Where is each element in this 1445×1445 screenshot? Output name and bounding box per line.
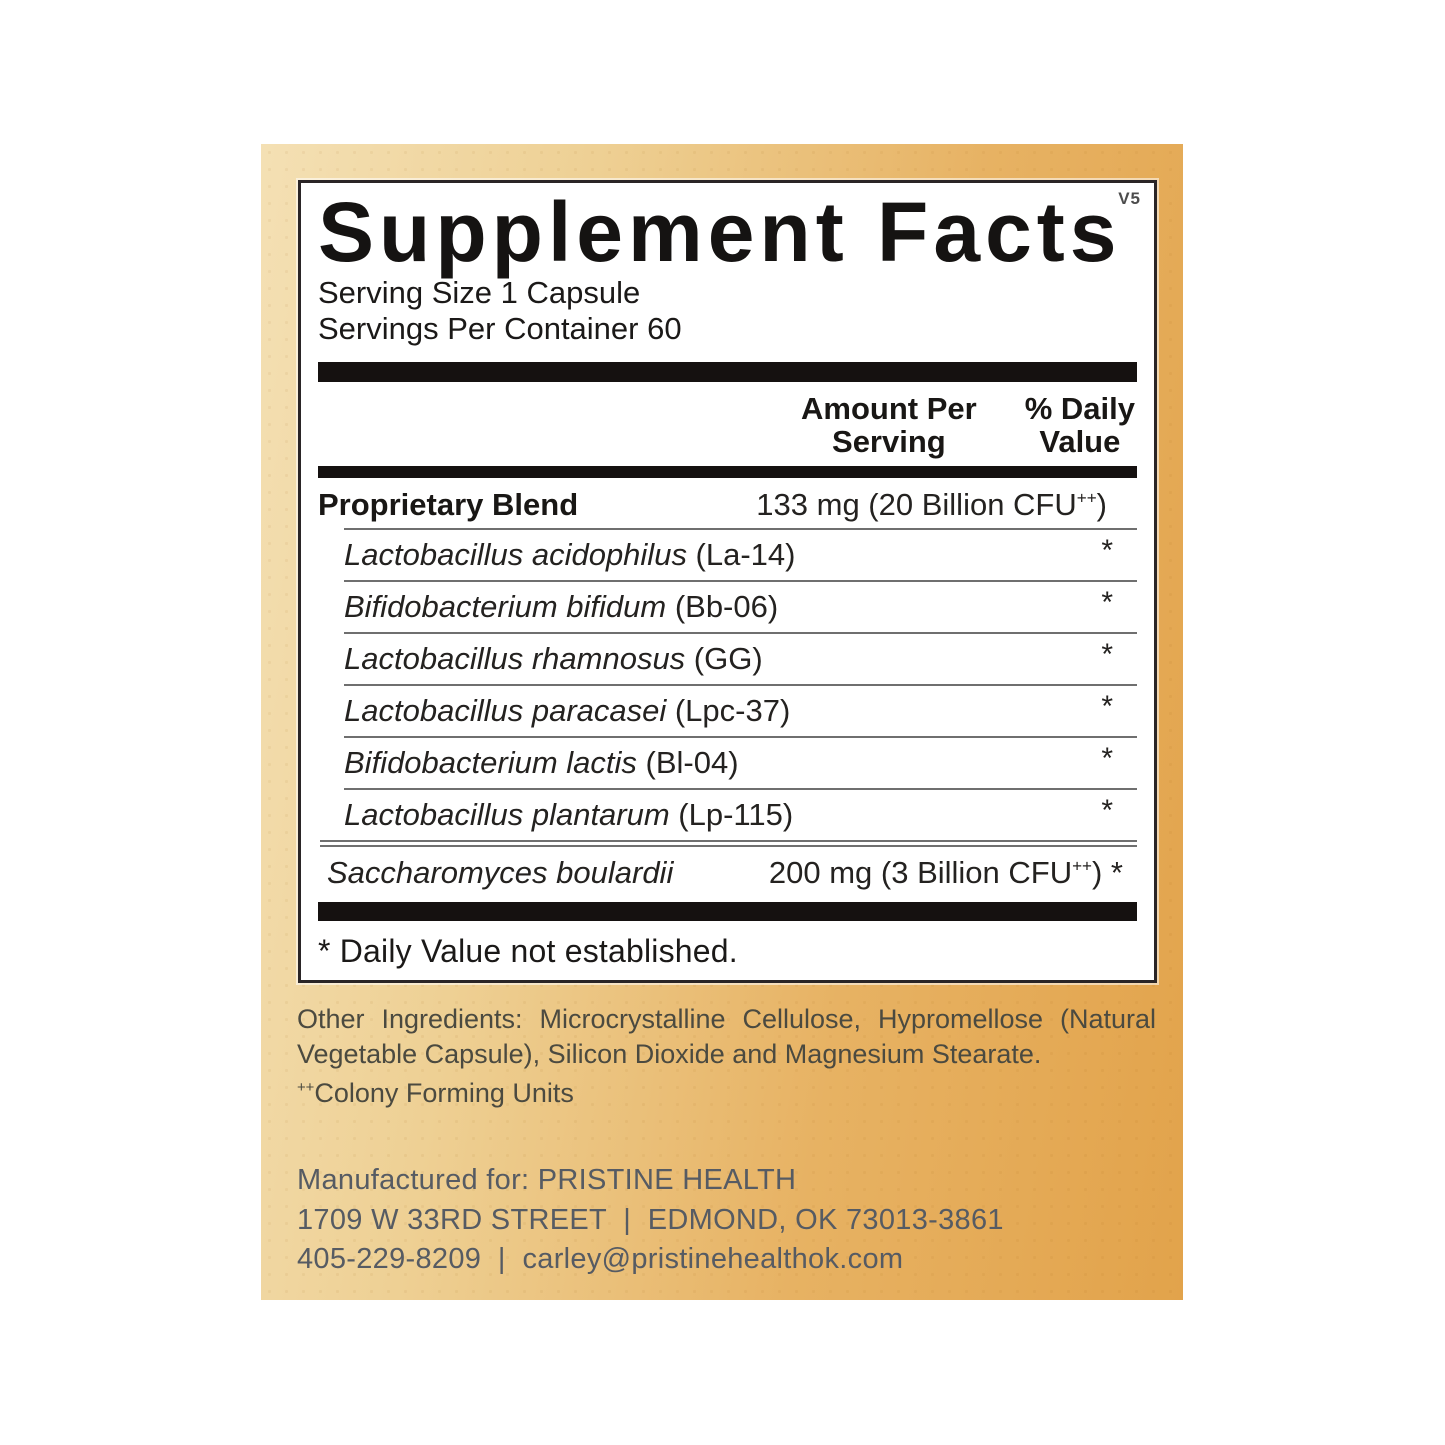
daily-value-asterisk: *	[1101, 586, 1113, 619]
strain-name: (La-14)	[686, 537, 796, 572]
strain-name: (Lpc-37)	[666, 693, 791, 728]
daily-value-asterisk: *	[1101, 794, 1113, 827]
ingredient-name: Lactobacillus plantarum (Lp-115)	[344, 795, 793, 834]
supplement-facts-title: Supplement Facts	[318, 185, 1122, 279]
ingredient-name: Bifidobacterium lactis (Bl-04)	[344, 743, 739, 782]
dv-header-line1: % Daily	[1024, 391, 1135, 426]
manufacturer-block: Manufactured for: PRISTINE HEALTH 1709 W…	[297, 1161, 1004, 1280]
sacch-amount-suffix: ) *	[1092, 855, 1123, 890]
daily-value-asterisk: *	[1101, 534, 1113, 567]
dv-header-line2: Value	[1039, 424, 1121, 459]
ingredient-name: Bifidobacterium bifidum (Bb-06)	[344, 587, 778, 626]
serving-size: Serving Size 1 Capsule	[318, 275, 641, 310]
blend-amount-text: 133 mg (20 Billion CFU	[756, 487, 1077, 522]
cfu-footnote: ++Colony Forming Units	[297, 1071, 1156, 1111]
version-tag: V5	[1118, 189, 1141, 208]
strain-name: (Bl-04)	[636, 745, 739, 780]
amount-per-serving-header: Amount Per Serving	[801, 392, 977, 458]
double-divider-line	[320, 840, 1137, 847]
title-row: Supplement Facts V5	[318, 185, 1140, 279]
species-name: Lactobacillus rhamnosus	[344, 641, 686, 676]
manufacturer-line-3: 405-229-8209 | carley@pristinehealthok.c…	[297, 1243, 904, 1275]
sacch-amount-sup: ++	[1072, 856, 1092, 876]
divider-bar-bottom	[318, 902, 1137, 921]
ingredient-name: Lactobacillus acidophilus (La-14)	[344, 535, 795, 574]
blend-amount-suffix: )	[1096, 487, 1107, 522]
strain-name: (GG)	[685, 641, 763, 676]
manufacturer-line-2: 1709 W 33RD STREET | EDMOND, OK 73013-38…	[297, 1203, 1004, 1236]
strain-name: (Lp-115)	[669, 797, 794, 832]
species-name: Lactobacillus plantarum	[344, 797, 670, 832]
amount-header-line1: Amount Per	[801, 391, 977, 426]
daily-value-asterisk: *	[1101, 638, 1113, 671]
strain-name: (Bb-06)	[666, 589, 779, 624]
species-name: Bifidobacterium bifidum	[344, 589, 667, 624]
proprietary-blend-row: Proprietary Blend 133 mg (20 Billion CFU…	[318, 478, 1137, 528]
divider-bar-header	[318, 466, 1137, 478]
ingredient-name: Lactobacillus paracasei (Lpc-37)	[344, 691, 790, 730]
sacch-amount-text: 200 mg (3 Billion CFU	[768, 855, 1073, 890]
proprietary-blend-name: Proprietary Blend	[318, 487, 579, 522]
species-name: Lactobacillus paracasei	[344, 693, 667, 728]
ingredient-row: Lactobacillus paracasei (Lpc-37) *	[344, 684, 1137, 736]
species-name: Saccharomyces boulardii	[327, 855, 674, 890]
divider-bar-top	[318, 362, 1137, 382]
saccharomyces-row: Saccharomyces boulardii 200 mg (3 Billio…	[318, 847, 1137, 900]
daily-value-asterisk: *	[1101, 742, 1113, 775]
column-headers: Amount Per Serving % Daily Value	[318, 382, 1137, 466]
ingredient-row: Bifidobacterium lactis (Bl-04) *	[344, 736, 1137, 788]
ingredient-row: Lactobacillus plantarum (Lp-115) *	[344, 788, 1137, 840]
daily-value-header: % Daily Value	[1025, 392, 1135, 458]
cfu-footnote-sup: ++	[297, 1080, 315, 1096]
amount-header-line2: Serving	[832, 424, 946, 459]
supplement-facts-panel: Supplement Facts V5 Serving Size 1 Capsu…	[296, 178, 1159, 985]
ingredient-row: Lactobacillus acidophilus (La-14) *	[344, 528, 1137, 580]
ingredient-name: Lactobacillus rhamnosus (GG)	[344, 639, 763, 678]
ingredient-row: Lactobacillus rhamnosus (GG) *	[344, 632, 1137, 684]
servings-per-container: Servings Per Container 60	[318, 311, 682, 346]
blend-amount-sup: ++	[1076, 488, 1097, 508]
proprietary-blend-amount: 133 mg (20 Billion CFU++)	[756, 487, 1137, 523]
species-name: Bifidobacterium lactis	[344, 745, 637, 780]
saccharomyces-amount: 200 mg (3 Billion CFU++) *	[769, 855, 1123, 891]
notes-block: Other Ingredients: Microcrystalline Cell…	[297, 1002, 1156, 1111]
label-background: Supplement Facts V5 Serving Size 1 Capsu…	[261, 144, 1183, 1300]
daily-value-footnote: * Daily Value not established.	[318, 933, 738, 969]
daily-value-asterisk: *	[1101, 690, 1113, 723]
other-ingredients-text: Other Ingredients: Microcrystalline Cell…	[297, 1004, 1156, 1069]
cfu-footnote-text: Colony Forming Units	[314, 1078, 574, 1108]
ingredient-row: Bifidobacterium bifidum (Bb-06) *	[344, 580, 1137, 632]
manufacturer-line-1: Manufactured for: PRISTINE HEALTH	[297, 1164, 797, 1196]
species-name: Lactobacillus acidophilus	[344, 537, 687, 572]
